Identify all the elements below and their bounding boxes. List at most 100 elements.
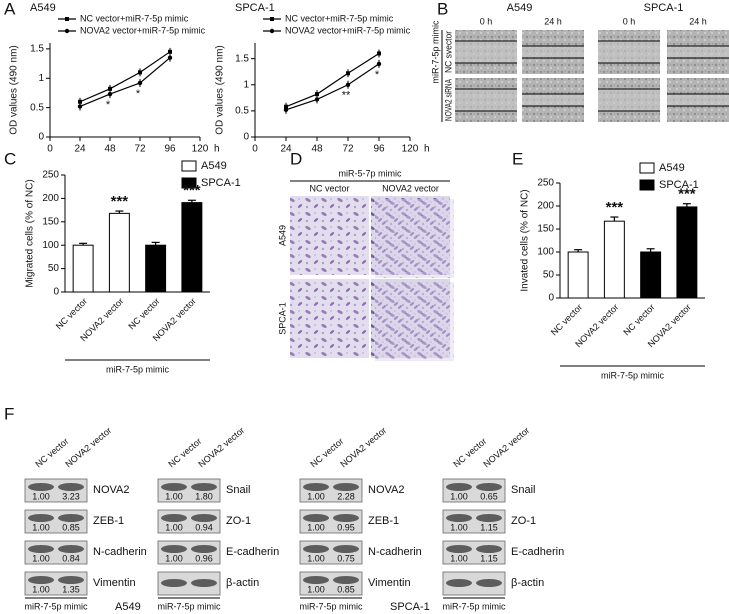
legend-swatch <box>181 177 197 189</box>
scratch-gap <box>522 94 584 106</box>
y-tick-label: 150 <box>42 216 59 227</box>
band-value: 1.00 <box>32 553 50 563</box>
y-axis-label: Migrated cells (% of NC) <box>25 179 36 287</box>
time-label: 0 h <box>480 16 493 26</box>
row-label: NOVA2 siRNA <box>443 79 453 121</box>
band <box>303 483 329 491</box>
x-tick-label: NC vector <box>549 302 584 337</box>
y-tick-label: 0 <box>243 132 249 143</box>
band-value: 0.95 <box>337 522 355 532</box>
legend-swatch <box>181 160 197 172</box>
bar <box>603 220 625 299</box>
protein-label: ZEB-1 <box>93 515 124 527</box>
band <box>446 545 472 553</box>
legend-label: SPCA-1 <box>659 179 699 191</box>
bar <box>181 202 203 293</box>
legend-label: NOVA2 vector+miR-7-5p mimic <box>80 25 206 35</box>
chart-title: SPCA-1 <box>235 2 275 14</box>
x-tick-label: 48 <box>104 144 116 155</box>
column-label: NOVA2 vector <box>481 425 531 469</box>
legend-label: A549 <box>659 162 685 174</box>
micrograph <box>290 196 369 275</box>
band <box>28 576 54 584</box>
marker <box>78 99 82 104</box>
treatment-label: miR-7-5p mimic <box>25 601 89 611</box>
column-label: NOVA2 vector <box>63 425 113 469</box>
y-axis-label: OD values (490 nm) <box>215 45 226 134</box>
marker <box>108 86 112 91</box>
panel-letter: A <box>4 0 16 18</box>
series-line <box>79 51 171 103</box>
scratch-gap <box>598 89 660 111</box>
annotation: * <box>106 99 111 111</box>
bar <box>108 212 130 293</box>
band-value: 0.96 <box>195 553 213 563</box>
band <box>161 545 187 553</box>
band-value: 1.00 <box>450 491 468 501</box>
x-tick-label: 96 <box>164 144 176 155</box>
y-tick-label: 100 <box>537 247 554 258</box>
cell-density <box>375 282 454 361</box>
band <box>58 576 84 584</box>
panel-letter: F <box>4 404 14 423</box>
marker <box>167 55 173 60</box>
marker <box>77 104 83 109</box>
bar <box>567 251 589 299</box>
band <box>476 514 502 522</box>
band <box>191 483 217 491</box>
bar <box>145 244 167 293</box>
x-tick-label: 120 <box>402 144 419 155</box>
y-tick-label: 1 <box>38 73 44 84</box>
x-tick-label: 72 <box>134 144 146 155</box>
protein-label: E-cadherin <box>511 546 564 558</box>
time-label: 0 h <box>623 16 636 26</box>
x-axis-label: miR-7-5p mimic <box>601 370 665 380</box>
protein-label: ZEB-1 <box>368 515 399 527</box>
protein-label: Snail <box>226 484 250 496</box>
y-tick-label: 0 <box>548 293 554 304</box>
column-label: NOVA2 vector <box>382 183 439 193</box>
annotation: *** <box>678 186 696 203</box>
x-axis-label: miR-7-5p mimic <box>106 364 170 374</box>
annotation: *** <box>111 193 129 210</box>
legend-label: SPCA-1 <box>201 177 241 189</box>
y-tick-label: 50 <box>543 270 555 281</box>
x-tick-label: 96 <box>373 144 385 155</box>
panel-letter: E <box>512 149 523 168</box>
marker <box>345 82 351 87</box>
band-value: 0.84 <box>62 553 80 563</box>
band-value: 1.80 <box>195 491 213 501</box>
bar <box>72 244 94 293</box>
y-tick-label: 1 <box>243 79 249 90</box>
scratch-gap <box>455 89 517 111</box>
protein-label: NOVA2 <box>93 484 129 496</box>
band-value: 1.00 <box>165 553 183 563</box>
band <box>446 579 472 587</box>
protein-label: Vimentin <box>93 577 136 589</box>
band <box>476 579 502 587</box>
marker <box>137 80 143 86</box>
band <box>303 576 329 584</box>
protein-label: N-cadherin <box>93 546 147 558</box>
marker <box>138 70 142 75</box>
row-label: A549 <box>277 225 287 246</box>
marker <box>346 71 350 76</box>
marker <box>314 97 320 102</box>
cell-label: A549 <box>507 2 533 14</box>
band <box>191 514 217 522</box>
protein-label: ZO-1 <box>511 515 536 527</box>
band-value: 0.65 <box>480 491 498 501</box>
legend-label: NOVA2 vector+miR-7-5p mimic <box>285 25 411 35</box>
band-value: 1.00 <box>307 491 325 501</box>
band-value: 1.00 <box>165 522 183 532</box>
x-tick-label: NC vector <box>54 296 89 331</box>
treatment-label: miR-7-5p mimic <box>430 20 440 84</box>
band <box>58 514 84 522</box>
x-axis-label: h <box>214 144 220 155</box>
band <box>161 483 187 491</box>
time-label: 24 h <box>689 16 707 26</box>
transwell-title: miR-5-7p mimic <box>339 168 403 178</box>
band <box>333 514 359 522</box>
band <box>28 483 54 491</box>
